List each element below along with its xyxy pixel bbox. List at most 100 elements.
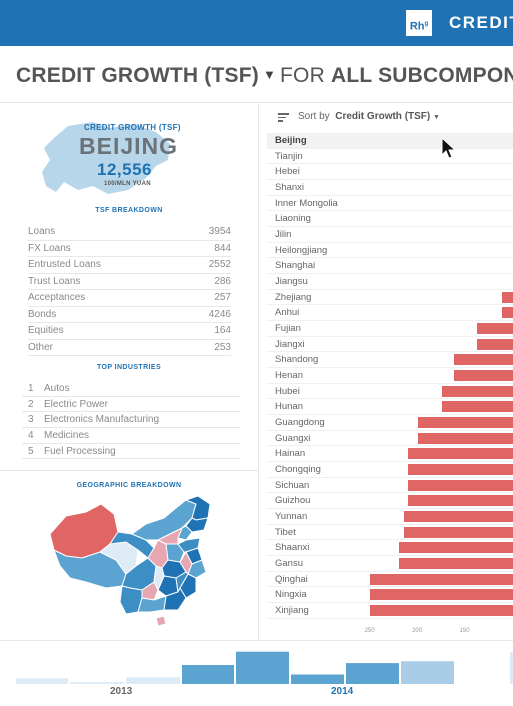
province-bar[interactable] [501, 291, 513, 303]
industry-row[interactable]: 3 Electronics Manufacturing [22, 412, 240, 429]
header-divider [0, 102, 513, 103]
sort-value[interactable]: Credit Growth (TSF) [335, 111, 431, 122]
caret-down-icon[interactable]: ▼ [262, 67, 277, 82]
province-bar[interactable] [369, 605, 513, 617]
province-row[interactable]: Shanxi [267, 180, 513, 196]
province-row[interactable]: Zhejiang [267, 290, 513, 306]
province-row[interactable]: Ningxia [267, 587, 513, 604]
province-row[interactable]: Qinghai [267, 572, 513, 588]
x-tick-label: 150 [459, 628, 470, 634]
province-row[interactable]: Guangdong [267, 415, 513, 431]
province-bar[interactable] [403, 511, 513, 523]
timeline-bar[interactable] [291, 674, 344, 685]
map-region-jiangxi[interactable] [175, 571, 189, 594]
province-row[interactable]: Anhui [267, 305, 513, 322]
industry-row[interactable]: 2 Electric Power [22, 397, 240, 413]
province-bar[interactable] [369, 573, 513, 585]
province-row[interactable]: Sichuan [267, 478, 513, 494]
breakdown-value: 4246 [208, 308, 231, 320]
province-bar[interactable] [454, 370, 513, 382]
province-row[interactable]: Chongqing [267, 462, 513, 478]
province-bar[interactable] [441, 385, 513, 397]
province-row[interactable]: Beijing [267, 133, 513, 149]
province-row[interactable]: Hainan [267, 446, 513, 463]
province-row[interactable]: Guizhou [267, 493, 513, 510]
province-row[interactable]: Shaanxi [267, 540, 513, 557]
map-region-shanxi[interactable] [157, 539, 167, 545]
province-bar[interactable] [369, 589, 513, 601]
timeline-year-2013[interactable]: 2013 [110, 686, 133, 697]
timeline-bar[interactable] [401, 661, 454, 684]
province-row[interactable]: Jiangsu [267, 274, 513, 290]
china-choropleth-map[interactable] [46, 494, 216, 634]
breakdown-row: Bonds 4246 [28, 307, 231, 323]
timeline-bar[interactable] [346, 663, 399, 684]
scope-selector[interactable]: ALL SUBCOMPON [331, 64, 513, 87]
province-row[interactable]: Liaoning [267, 211, 513, 228]
sort-label: Sort by [298, 111, 330, 122]
province-row[interactable]: Jilin [267, 227, 513, 243]
breakdown-value: 257 [214, 292, 231, 304]
timeline-bar[interactable] [236, 651, 289, 684]
province-row[interactable]: Tianjin [267, 149, 513, 165]
province-row[interactable]: Shanghai [267, 258, 513, 275]
timeline-bar[interactable] [70, 682, 124, 684]
province-bar[interactable] [399, 558, 513, 570]
top-industries-list: 1 Autos 2 Electric Power 3 Electronics Manufa… [22, 381, 240, 460]
province-row[interactable]: Fujian [267, 321, 513, 337]
province-row[interactable]: Heilongjiang [267, 243, 513, 259]
province-bar[interactable] [454, 354, 513, 366]
timeline-bar[interactable] [182, 665, 234, 684]
province-row[interactable]: Yunnan [267, 509, 513, 525]
timeline-bar[interactable] [16, 678, 68, 684]
province-name: Henan [275, 370, 303, 382]
breakdown-label: Equities [28, 325, 64, 337]
industry-rank: 4 [28, 429, 34, 441]
caret-down-icon[interactable]: ▼ [433, 114, 440, 121]
timeline-divider [0, 640, 513, 641]
province-row[interactable]: Guangxi [267, 431, 513, 447]
province-bar[interactable] [418, 417, 513, 429]
industry-row[interactable]: 4 Medicines [22, 428, 240, 444]
map-region-hainan[interactable] [155, 615, 167, 627]
breakdown-label: Acceptances [28, 292, 86, 304]
province-bar[interactable] [407, 448, 513, 460]
province-row[interactable]: Shandong [267, 352, 513, 369]
industry-row[interactable]: 1 Autos [22, 381, 240, 397]
province-bar[interactable] [441, 401, 513, 413]
region-unit: 100/MLN YUAN [104, 181, 151, 187]
province-bar[interactable] [403, 526, 513, 538]
province-bar[interactable] [399, 542, 513, 554]
rhodium-logo[interactable]: Rhg [406, 10, 432, 36]
beijing-map-shape [42, 122, 170, 194]
sort-icon[interactable] [278, 113, 289, 122]
province-row[interactable]: Hunan [267, 399, 513, 416]
timeline-bar[interactable] [126, 677, 180, 684]
logo-sup: g [424, 21, 429, 27]
province-bar[interactable] [476, 323, 513, 335]
industry-row[interactable]: 5 Fuel Processing [22, 444, 240, 460]
province-row[interactable]: Hubei [267, 384, 513, 400]
industry-label: Autos [44, 382, 70, 394]
map-region-zhejiang[interactable] [187, 559, 207, 579]
province-row[interactable]: Hebei [267, 164, 513, 181]
sort-control[interactable]: Sort by Credit Growth (TSF) ▼ [298, 111, 440, 122]
province-bar[interactable] [407, 464, 513, 476]
province-bar[interactable] [476, 338, 513, 350]
timeline-bar[interactable] [510, 652, 513, 684]
metric-selector[interactable]: CREDIT GROWTH (TSF) [16, 64, 259, 87]
province-bar[interactable] [418, 432, 513, 444]
timeline-year-2014[interactable]: 2014 [331, 686, 354, 697]
region-metric-label: CREDIT GROWTH (TSF) [84, 123, 181, 132]
province-row[interactable]: Inner Mongolia [267, 196, 513, 212]
timeline-chart[interactable] [0, 650, 513, 690]
province-row[interactable]: Xinjiang [267, 603, 513, 619]
province-row[interactable]: Henan [267, 368, 513, 384]
province-bar[interactable] [407, 479, 513, 491]
map-region-guangdong[interactable] [163, 586, 187, 611]
province-row[interactable]: Tibet [267, 525, 513, 541]
province-row[interactable]: Jiangxi [267, 337, 513, 353]
province-bar[interactable] [501, 307, 513, 319]
province-bar[interactable] [407, 495, 513, 507]
province-row[interactable]: Gansu [267, 556, 513, 572]
